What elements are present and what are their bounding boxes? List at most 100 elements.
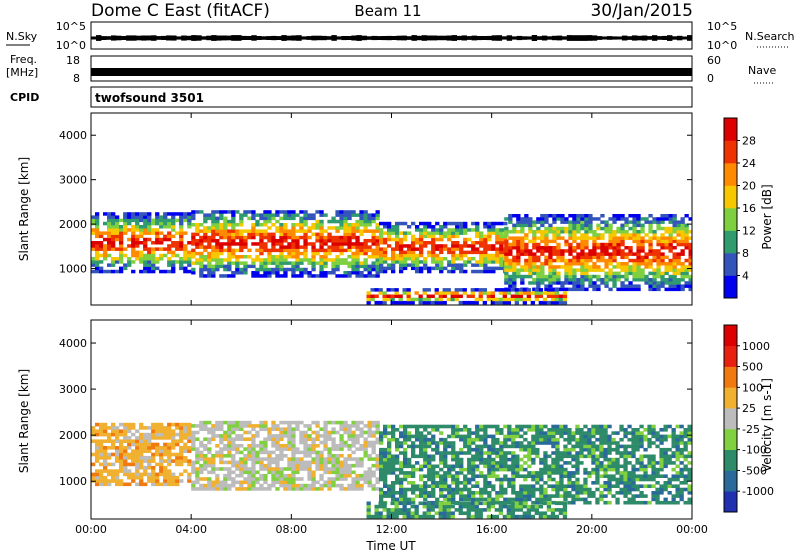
echo-cell: [664, 246, 669, 250]
echo-cell: [303, 229, 308, 233]
echo-cell: [439, 494, 444, 498]
echo-cell: [303, 248, 308, 253]
echo-cell: [131, 244, 136, 248]
echo-cell: [660, 252, 665, 256]
echo-cell: [355, 473, 360, 478]
noise-bar: [166, 35, 172, 41]
echo-cell: [580, 271, 585, 276]
echo-cell: [679, 424, 684, 429]
echo-cell: [620, 217, 625, 221]
echo-cell: [559, 484, 564, 488]
echo-cell: [295, 264, 300, 269]
echo-cell: [676, 258, 681, 263]
echo-cell: [552, 217, 557, 221]
echo-cell: [279, 242, 284, 246]
echo-cell: [548, 268, 553, 272]
echo-cell: [547, 484, 552, 488]
echo-cell: [231, 444, 236, 448]
echo-cell: [543, 461, 548, 465]
echo-cell: [327, 454, 332, 458]
noise-bar: [667, 35, 673, 41]
echo-cell: [564, 217, 569, 221]
echo-cell: [550, 300, 556, 305]
echo-cell: [603, 484, 608, 488]
echo-cell: [568, 278, 573, 282]
echo-cell: [123, 462, 128, 467]
echo-cell: [407, 231, 412, 235]
echo-cell: [511, 484, 516, 488]
echo-cell: [399, 247, 404, 251]
echo-cell: [515, 467, 520, 472]
echo-cell: [231, 440, 236, 445]
echo-cell: [447, 451, 452, 455]
echo-cell: [95, 234, 100, 239]
echo-cell: [187, 253, 192, 258]
echo-cell: [239, 457, 244, 461]
echo-cell: [379, 228, 384, 232]
echo-cell: [355, 437, 360, 441]
echo-cell: [291, 245, 296, 249]
echo-cell: [227, 483, 232, 488]
echo-cell: [287, 255, 292, 259]
echo-cell: [219, 232, 224, 237]
echo-cell: [495, 451, 500, 455]
echo-cell: [327, 450, 332, 455]
echo-cell: [475, 250, 480, 255]
echo-cell: [283, 232, 288, 237]
echo-cell: [516, 230, 521, 234]
echo-cell: [499, 428, 504, 432]
echo-cell: [231, 251, 236, 256]
echo-cell: [491, 434, 496, 439]
echo-cell: [343, 467, 348, 471]
echo-cell: [107, 212, 112, 216]
echo-cell: [371, 251, 376, 256]
echo-cell: [439, 266, 444, 271]
echo-cell: [139, 472, 144, 477]
echo-cell: [651, 497, 656, 502]
echo-cell: [620, 226, 625, 231]
echo-cell: [239, 424, 244, 428]
echo-cell: [191, 261, 196, 265]
echo-cell: [652, 287, 657, 292]
echo-cell: [455, 428, 460, 432]
echo-cell: [552, 233, 557, 237]
echo-cell: [624, 255, 629, 260]
echo-cell: [531, 447, 536, 452]
echo-cell: [363, 261, 368, 265]
echo-cell: [515, 464, 520, 469]
echo-cell: [619, 444, 624, 449]
echo-cell: [419, 454, 424, 459]
echo-cell: [516, 271, 521, 276]
echo-cell: [575, 437, 580, 442]
echo-cell: [560, 214, 565, 218]
echo-cell: [239, 420, 244, 425]
echo-cell: [539, 441, 544, 445]
echo-cell: [563, 471, 568, 475]
echo-cell: [227, 223, 232, 227]
echo-cell: [624, 268, 629, 272]
echo-cell: [391, 461, 396, 465]
echo-cell: [311, 487, 316, 491]
echo-cell: [527, 441, 532, 445]
echo-cell: [135, 241, 140, 245]
echo-cell: [295, 251, 300, 256]
echo-cell: [203, 258, 208, 262]
echo-cell: [631, 428, 636, 432]
echo-cell: [291, 210, 296, 214]
echo-cell: [347, 242, 352, 246]
noise-bar: [606, 36, 613, 40]
echo-cell: [564, 287, 569, 292]
echo-cell: [303, 258, 308, 262]
echo-cell: [255, 477, 260, 481]
echo-cell: [631, 464, 636, 469]
echo-cell: [648, 220, 653, 224]
echo-cell: [111, 257, 116, 261]
echo-cell: [203, 463, 208, 468]
echo-cell: [667, 500, 672, 505]
echo-cell: [91, 244, 96, 248]
echo-cell: [95, 456, 100, 460]
echo-cell: [487, 424, 492, 429]
echo-cell: [644, 281, 649, 285]
echo-cell: [163, 446, 168, 450]
echo-cell: [520, 246, 525, 250]
